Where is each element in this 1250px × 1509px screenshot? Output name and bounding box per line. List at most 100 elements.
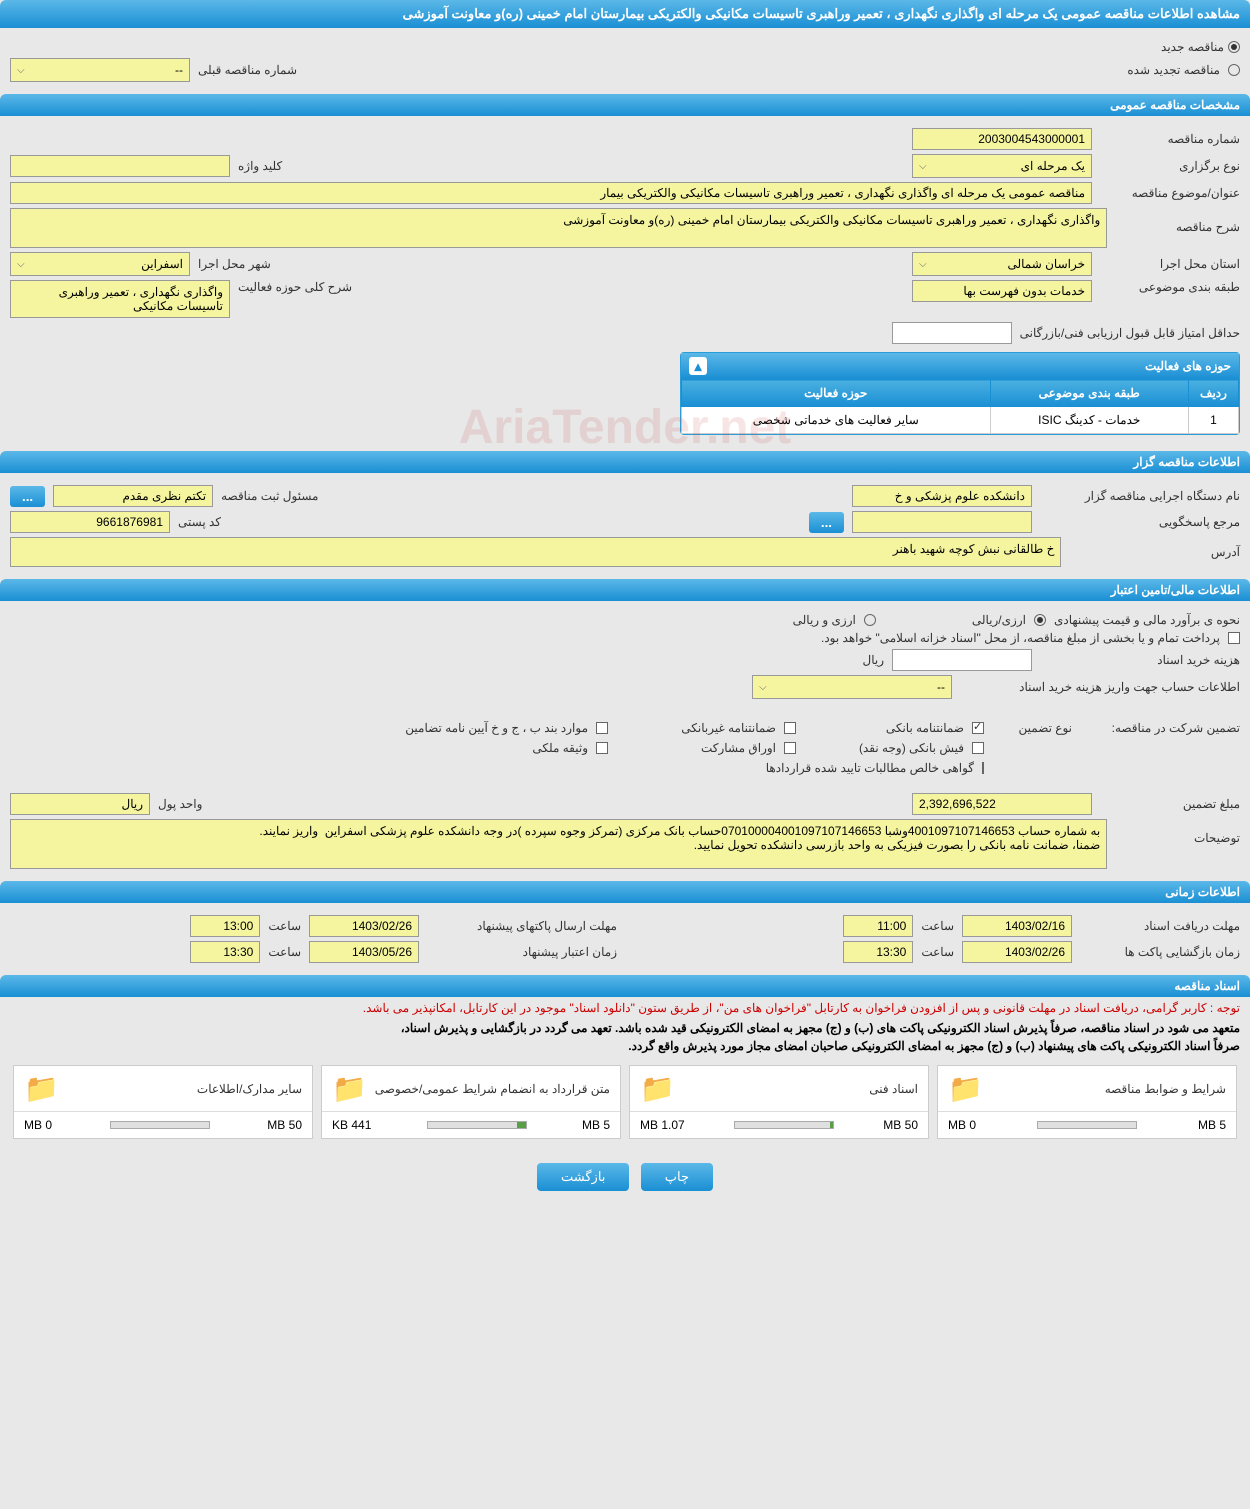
chk-clauses[interactable]: [596, 722, 608, 734]
opening-label: زمان بازگشایی پاکت ها: [1080, 945, 1240, 959]
doc-card[interactable]: شرایط و ضوابط مناقصه 📁 5 MB 0 MB: [937, 1065, 1237, 1139]
doc-deadline-label: مهلت دریافت اسناد: [1080, 919, 1240, 933]
opening-time[interactable]: 13:30: [843, 941, 913, 963]
treasury-note: پرداخت تمام و یا بخشی از مبلغ مناقصه، از…: [821, 631, 1220, 645]
responder-more-button[interactable]: ...: [809, 512, 844, 533]
print-button[interactable]: چاپ: [641, 1163, 713, 1191]
currency-unit-field: ریال: [10, 793, 150, 815]
section-timing: اطلاعات زمانی: [0, 881, 1250, 903]
activity-panel: حوزه های فعالیت ▴ ردیف طبقه بندی موضوعی …: [680, 352, 1240, 435]
tender-type-select[interactable]: یک مرحله ای ⌵: [912, 154, 1092, 178]
deposit-account-select[interactable]: -- ⌵: [752, 675, 952, 699]
back-button[interactable]: بازگشت: [537, 1163, 629, 1191]
time-label4: ساعت: [268, 945, 301, 959]
folder-icon: 📁: [640, 1072, 675, 1105]
subject-label: عنوان/موضوع مناقصه: [1100, 186, 1240, 200]
prev-number-select[interactable]: -- ⌵: [10, 58, 190, 82]
lbl-clauses: موارد بند ب ، ج و خ آیین نامه تضامین: [405, 721, 588, 735]
meter-fill: [517, 1122, 526, 1128]
currency-unit-label: واحد پول: [158, 797, 202, 811]
doc-deadline-date[interactable]: 1403/02/16: [962, 915, 1072, 937]
registrar-more-button[interactable]: ...: [10, 486, 45, 507]
tender-number-label: شماره مناقصه: [1100, 132, 1240, 146]
activity-desc-field[interactable]: واگذاری نگهداری ، تعمیر وراهبری تاسیسات …: [10, 280, 230, 318]
folder-icon: 📁: [24, 1072, 59, 1105]
th-category: طبقه بندی موضوعی: [990, 380, 1188, 407]
prev-number-value: --: [175, 63, 183, 77]
chk-net-receivables[interactable]: [982, 762, 984, 774]
doc-used: 1.07 MB: [640, 1118, 685, 1132]
tender-type-value: یک مرحله ای: [1021, 159, 1085, 173]
meter-bar: [110, 1121, 210, 1129]
province-label: استان محل اجرا: [1100, 257, 1240, 271]
page-title: مشاهده اطلاعات مناقصه عمومی یک مرحله ای …: [0, 0, 1250, 28]
radio-renewed-tender[interactable]: [1228, 64, 1240, 76]
chk-nonbank-guarantee[interactable]: [784, 722, 796, 734]
opening-date[interactable]: 1403/02/26: [962, 941, 1072, 963]
category-label: طبقه بندی موضوعی: [1100, 280, 1240, 294]
registrar-label: مسئول ثبت مناقصه: [221, 489, 318, 503]
description-field[interactable]: واگذاری نگهداری ، تعمیر وراهبری تاسیسات …: [10, 208, 1107, 248]
city-label: شهر محل اجرا: [198, 257, 271, 271]
radio-new-label: مناقصه جدید: [1161, 40, 1224, 54]
section-financial: اطلاعات مالی/تامین اعتبار: [0, 579, 1250, 601]
meter-bar: [1037, 1121, 1137, 1129]
section-general: مشخصات مناقصه عمومی: [0, 94, 1250, 116]
chk-bank-receipt[interactable]: [972, 742, 984, 754]
doc-title: شرایط و ضوابط مناقصه: [1105, 1082, 1226, 1096]
meter-fill: [830, 1122, 833, 1128]
time-label1: ساعت: [921, 919, 954, 933]
prev-number-label: شماره مناقصه قبلی: [198, 63, 297, 77]
collapse-icon[interactable]: ▴: [689, 357, 707, 375]
validity-time[interactable]: 13:30: [190, 941, 260, 963]
meter-bar: [734, 1121, 834, 1129]
radio-rial[interactable]: [1034, 614, 1046, 626]
doc-deadline-time[interactable]: 11:00: [843, 915, 913, 937]
postal-field[interactable]: 9661876981: [10, 511, 170, 533]
doc-card[interactable]: متن قرارداد به انضمام شرایط عمومی/خصوصی …: [321, 1065, 621, 1139]
responder-field[interactable]: [852, 511, 1032, 533]
min-score-label: حداقل امتیاز قابل قبول ارزیابی فنی/بازرگ…: [1020, 326, 1240, 340]
guarantee-type-label: نوع تضمین: [992, 721, 1072, 735]
packet-deadline-date[interactable]: 1403/02/26: [309, 915, 419, 937]
province-value: خراسان شمالی: [1007, 257, 1085, 271]
notice-black-2: صرفاً اسناد الکترونیکی پاکت های پیشنهاد …: [0, 1037, 1250, 1055]
city-value: اسفراین: [141, 257, 183, 271]
keyword-label: کلید واژه: [238, 159, 282, 173]
chk-property-deed[interactable]: [596, 742, 608, 754]
lbl-nonbank-guarantee: ضمانتنامه غیربانکی: [681, 721, 776, 735]
validity-date[interactable]: 1403/05/26: [309, 941, 419, 963]
packet-deadline-time[interactable]: 13:00: [190, 915, 260, 937]
chk-bank-guarantee[interactable]: [972, 722, 984, 734]
doc-card[interactable]: سایر مدارک/اطلاعات 📁 50 MB 0 MB: [13, 1065, 313, 1139]
doc-limit: 5 MB: [1198, 1118, 1226, 1132]
estimate-label: نحوه ی برآورد مالی و قیمت پیشنهادی: [1054, 613, 1240, 627]
doc-title: متن قرارداد به انضمام شرایط عمومی/خصوصی: [375, 1082, 610, 1096]
city-select[interactable]: اسفراین ⌵: [10, 252, 190, 276]
time-label2: ساعت: [268, 919, 301, 933]
exec-field: دانشکده علوم پزشکی و خ: [852, 485, 1032, 507]
radio-new-tender[interactable]: [1228, 41, 1240, 53]
responder-label: مرجع پاسخگویی: [1040, 515, 1240, 529]
notes-field[interactable]: به شماره حساب 4001097107146653وشبا 07010…: [10, 819, 1107, 869]
keyword-field[interactable]: [10, 155, 230, 177]
doc-card[interactable]: اسناد فنی 📁 50 MB 1.07 MB: [629, 1065, 929, 1139]
cell-n: 1: [1189, 407, 1239, 434]
radio-foreign-label: ارزی و ریالی: [793, 613, 856, 627]
cell-category: خدمات - کدینگ ISIC: [990, 407, 1188, 434]
radio-foreign[interactable]: [864, 614, 876, 626]
folder-icon: 📁: [948, 1072, 983, 1105]
registrar-field: تکتم نظری مقدم: [53, 485, 213, 507]
doc-cost-field[interactable]: [892, 649, 1032, 671]
doc-cost-label: هزینه خرید اسناد: [1040, 653, 1240, 667]
province-select[interactable]: خراسان شمالی ⌵: [912, 252, 1092, 276]
guarantee-amount-field[interactable]: 2,392,696,522: [912, 793, 1092, 815]
guarantee-title-label: تضمین شرکت در مناقصه:: [1080, 721, 1240, 735]
subject-field[interactable]: مناقصه عمومی یک مرحله ای واگذاری نگهداری…: [10, 182, 1092, 204]
notice-red: توجه : کاربر گرامی، دریافت اسناد در مهلت…: [0, 997, 1250, 1019]
min-score-field[interactable]: [892, 322, 1012, 344]
chk-participation-bonds[interactable]: [784, 742, 796, 754]
folder-icon: 📁: [332, 1072, 367, 1105]
treasury-checkbox[interactable]: [1228, 632, 1240, 644]
address-field[interactable]: خ طالقانی نبش کوچه شهید باهنر: [10, 537, 1061, 567]
